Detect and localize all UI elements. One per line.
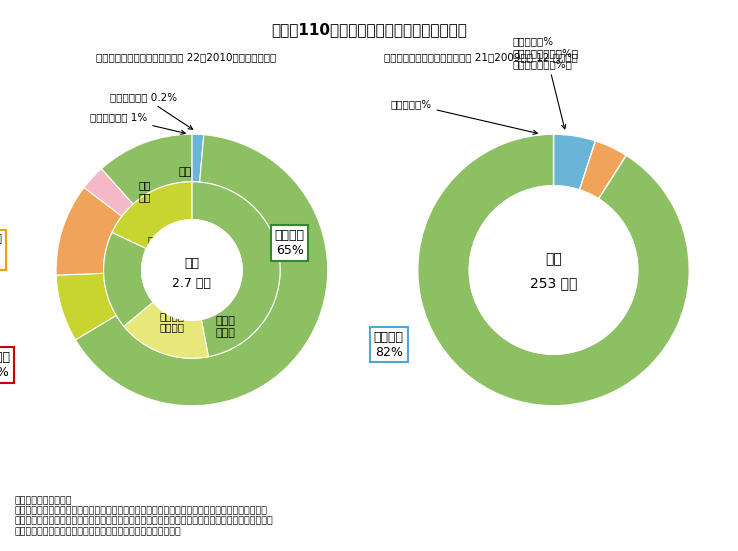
Text: 系統窓口
82%: 系統窓口 82% — [373, 331, 404, 359]
Text: 日本公庫
転貸資金: 日本公庫 転貸資金 — [159, 311, 184, 332]
Wedge shape — [84, 169, 133, 217]
Text: 資料：農林水産省調べ
　注：１）（株）日本政策金融公庫は、土地改良区等に対する農業基盤整備向けの貸付けを除く。
　　　２）農協系統からの制度資金には、農業改良資: 資料：農林水産省調べ 注：１）（株）日本政策金融公庫は、土地改良区等に対する農業… — [15, 496, 274, 536]
Text: 日本公庫５%
（国民生活事業３%、
中小企業事業２%）: 日本公庫５% （国民生活事業３%、 中小企業事業２%） — [513, 36, 579, 129]
Wedge shape — [75, 135, 328, 406]
Wedge shape — [56, 187, 122, 275]
Wedge shape — [56, 273, 116, 340]
Text: 図２－110　農業融資と中小企業融資の対比: 図２－110 農業融資と中小企業融資の対比 — [271, 22, 467, 37]
Wedge shape — [192, 182, 280, 356]
Wedge shape — [112, 182, 192, 249]
Text: 商工中金４%: 商工中金４% — [390, 99, 537, 134]
Wedge shape — [418, 134, 689, 406]
Text: 総額: 総額 — [184, 257, 199, 269]
Text: （中小企業向け融資残高（平成 21（2009）年 12 月末））: （中小企業向け融資残高（平成 21（2009）年 12 月末）） — [384, 52, 578, 62]
Text: 総額: 総額 — [545, 252, 562, 266]
Circle shape — [142, 220, 242, 320]
Wedge shape — [554, 134, 596, 190]
Text: 系統
委託: 系統 委託 — [148, 235, 160, 256]
Wedge shape — [103, 233, 154, 326]
Text: 一般金融機関 0.2%: 一般金融機関 0.2% — [111, 92, 193, 129]
Text: 民間金融機関
91%: 民間金融機関 91% — [528, 302, 579, 333]
Text: 農協系統
65%: 農協系統 65% — [275, 229, 305, 257]
Text: （農業経営向け融資残高（平成 22（2010）年３月末））: （農業経営向け融資残高（平成 22（2010）年３月末）） — [96, 52, 276, 62]
Text: 直貸: 直貸 — [179, 167, 192, 177]
Circle shape — [469, 186, 638, 354]
Text: 制度資金
56%: 制度資金 56% — [0, 351, 10, 379]
Text: 地方公共団体 1%: 地方公共団体 1% — [90, 112, 185, 134]
Text: 近代化
資金等: 近代化 資金等 — [216, 316, 235, 338]
Text: 253 兆円: 253 兆円 — [530, 277, 577, 290]
Wedge shape — [579, 141, 627, 199]
Text: (株)日本政策
金融公庫
33%: (株)日本政策 金融公庫 33% — [0, 233, 2, 266]
Wedge shape — [192, 134, 204, 182]
Wedge shape — [101, 134, 192, 204]
Wedge shape — [124, 302, 208, 358]
Text: 2.7 兆円: 2.7 兆円 — [173, 277, 211, 290]
Text: 銀行
委託: 銀行 委託 — [138, 180, 151, 202]
